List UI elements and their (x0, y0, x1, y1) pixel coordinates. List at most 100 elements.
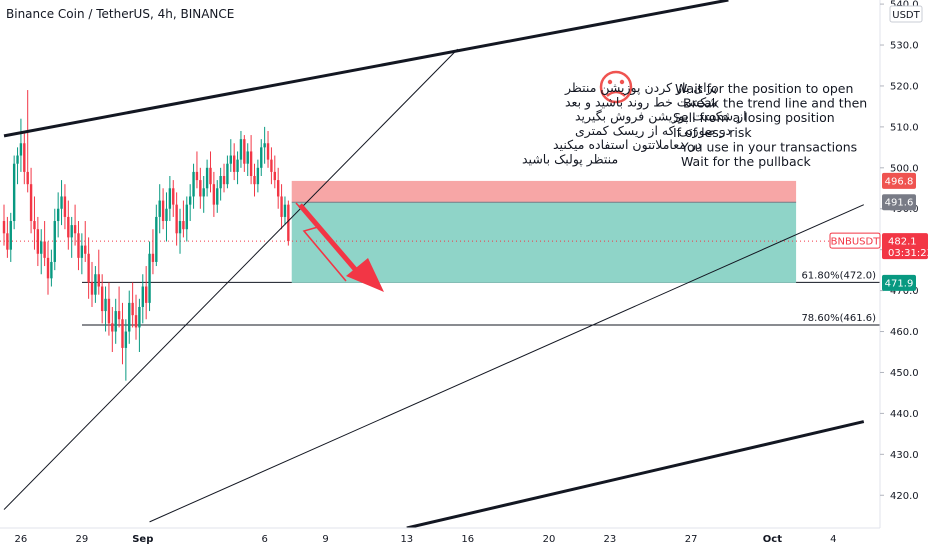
candle (63, 184, 67, 230)
english-note-line: Break the trend line and then (683, 96, 867, 111)
farsi-note-line: در صورتی که از ریسک کمتری (575, 123, 731, 139)
candle (33, 196, 36, 250)
time-axis-bg (0, 528, 932, 550)
candle (256, 159, 260, 193)
currency-box[interactable] (889, 5, 923, 23)
farsi-note-line: در معاملاتتون استفاده میکنید (553, 137, 702, 153)
candle (273, 155, 276, 189)
short-position-tool[interactable] (291, 180, 797, 283)
candle (192, 163, 195, 209)
time-tick-label: 27 (685, 534, 698, 545)
candle (172, 180, 175, 217)
farsi-note-line: از شکست پوزیشن فروش بگیرید (575, 109, 747, 125)
take-profit-zone[interactable] (291, 202, 797, 283)
price-tick-label: 520.0 (890, 81, 919, 92)
candle (168, 176, 172, 222)
candle (283, 196, 287, 226)
candle (50, 249, 53, 287)
candle (16, 147, 19, 185)
time-tick-label: 20 (543, 534, 556, 545)
candle (185, 196, 188, 242)
time-tick-label: 9 (322, 534, 328, 545)
price-axis-labels: 496.8 491.6 471.9 BNBUSDT 482.103:31:23 (829, 172, 932, 291)
candle (26, 90, 29, 193)
candle (60, 180, 63, 226)
candle (161, 188, 165, 230)
symbol-label: BNBUSDT (831, 237, 881, 248)
candlestick-series (2, 90, 290, 381)
candle (36, 216, 40, 267)
candle (219, 167, 222, 201)
candle (138, 298, 141, 352)
price-tick-label: 540.0 (890, 0, 919, 11)
candle (53, 208, 56, 271)
candle (70, 216, 73, 258)
trendline-thin-support-1[interactable] (3, 48, 458, 510)
candle (226, 155, 229, 189)
farsi-note-line: شکست خط روند باشید و بعد (565, 94, 718, 110)
price-tick-label: 450.0 (890, 368, 919, 379)
price-tick-label: 440.0 (890, 409, 919, 420)
english-note-line: You use in your transactions (680, 139, 857, 154)
candle (46, 241, 50, 295)
candle (151, 229, 155, 275)
candle (270, 147, 273, 185)
candle (266, 130, 270, 168)
candle (222, 163, 226, 193)
candle (73, 204, 77, 246)
level-tag-label: 491.6 (885, 198, 914, 209)
trendline-thin-support-2[interactable] (149, 204, 864, 523)
candle (202, 176, 205, 213)
english-note-line: Wait for the position to open (675, 81, 853, 96)
candle (141, 274, 144, 324)
trendline-upper-channel[interactable] (3, 0, 729, 138)
price-tick-label: 460.0 (890, 327, 919, 338)
symbol-tag (829, 232, 881, 249)
time-tick-label: 23 (604, 534, 617, 545)
price-tick-label: 510.0 (890, 122, 919, 133)
price-tick-label: 430.0 (890, 450, 919, 461)
candle (114, 298, 117, 344)
candle (205, 159, 209, 197)
candle (212, 171, 216, 217)
candle (144, 266, 148, 320)
candle (90, 261, 94, 307)
time-tick-label: 6 (261, 534, 267, 545)
english-note-line: Sell from a losing position (673, 110, 835, 125)
candle (243, 135, 246, 172)
candle (239, 130, 243, 168)
candle (19, 118, 23, 172)
candle-countdown: 03:31:23 (888, 248, 932, 259)
candle (280, 184, 283, 230)
candle (209, 151, 212, 193)
farsi-note-line: برای باز کردن پوزیشن منتظر (564, 80, 717, 96)
english-note-line: Wait for the pullback (681, 154, 811, 169)
candle (12, 155, 16, 230)
candle (94, 266, 97, 303)
candle (87, 237, 90, 299)
level-tag (882, 194, 916, 211)
time-tick-label: 16 (461, 534, 474, 545)
candle (29, 167, 33, 234)
time-tick-label: 4 (830, 534, 836, 545)
candle (276, 167, 280, 209)
candle (131, 282, 134, 328)
candle (67, 200, 70, 250)
trendlines[interactable] (3, 0, 865, 528)
down-arrow-annotation (295, 202, 384, 292)
price-tick-label: 470.0 (890, 286, 919, 297)
trendline-lower-channel[interactable] (406, 420, 865, 528)
candle (175, 192, 178, 246)
stop-loss-zone[interactable] (291, 180, 797, 203)
time-axis[interactable]: 26 29 Sep 6 9 13 16 20 23 27 Oct 4 (15, 534, 837, 545)
candle (107, 282, 111, 336)
candle (236, 151, 239, 185)
candle (188, 184, 192, 222)
price-tag (882, 233, 928, 260)
candle (199, 167, 202, 209)
english-note-line: If of less risk (673, 125, 752, 140)
candle (9, 212, 12, 262)
price-tick-label: 420.0 (890, 491, 919, 502)
chart-title: Binance Coin / TetherUS, 4h, BINANCE (6, 7, 234, 21)
